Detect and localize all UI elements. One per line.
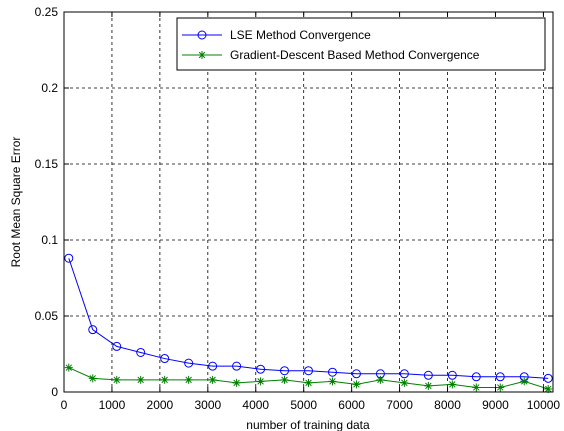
data-point-gradient	[280, 375, 289, 384]
plot-frame	[63, 11, 554, 393]
data-point-gradient	[496, 383, 505, 392]
legend-marker-lse	[197, 30, 207, 40]
plot-area	[64, 12, 553, 392]
data-point-lse	[304, 366, 313, 376]
x-tick-label: 4000	[242, 398, 269, 412]
data-point-gradient	[88, 374, 97, 383]
x-axis-label: number of training data	[246, 418, 370, 431]
data-point-lse	[543, 373, 553, 383]
data-point-gradient	[136, 375, 145, 384]
y-tick-label: 0.2	[41, 81, 58, 95]
x-tick-label: 2000	[147, 398, 174, 412]
axis-ticks: 0 1000 2000 3000 4000 5000 6000 7000 8000 9000 100…	[35, 5, 561, 412]
y-tick-label: 0.1	[41, 233, 58, 247]
data-point-gradient	[328, 377, 337, 386]
data-point-lse	[208, 361, 218, 371]
x-tick-label: 9000	[482, 398, 509, 412]
data-point-lse	[88, 325, 98, 335]
y-tick-label: 0	[51, 385, 58, 399]
data-point-lse	[160, 354, 170, 364]
data-point-gradient	[424, 381, 433, 390]
data-point-gradient	[352, 380, 361, 389]
data-point-lse	[184, 358, 194, 368]
legend-label-lse: LSE Method Convergence	[230, 28, 371, 42]
data-point-lse	[399, 369, 409, 379]
data-point-lse	[256, 364, 266, 374]
data-point-gradient	[544, 384, 553, 393]
x-tick-label: 6000	[338, 398, 365, 412]
x-tick-label: 7000	[386, 398, 413, 412]
legend-star-marker	[198, 51, 206, 59]
data-point-lse	[64, 253, 74, 263]
data-point-lse	[136, 347, 146, 357]
data-point-gradient	[520, 377, 529, 386]
y-tick-label: 0.25	[35, 5, 59, 19]
data-point-lse	[495, 372, 505, 382]
data-point-gradient	[64, 363, 73, 372]
data-point-lse	[280, 366, 290, 376]
data-point-lse	[423, 370, 433, 380]
data-point-lse	[351, 369, 361, 379]
data-point-lse	[471, 372, 481, 382]
x-tick-label: 5000	[290, 398, 317, 412]
data-point-lse	[327, 367, 337, 377]
data-point-gradient	[112, 375, 121, 384]
data-point-gradient	[376, 375, 385, 384]
data-point-gradient	[208, 375, 217, 384]
data-point-gradient	[448, 380, 457, 389]
data-point-lse	[447, 370, 457, 380]
data-point-gradient	[472, 383, 481, 392]
legend-box	[176, 17, 546, 71]
data-point-lse	[232, 361, 242, 371]
x-tick-label: 1000	[99, 398, 126, 412]
y-tick-label: 0.15	[35, 157, 59, 171]
legend-marker-gradient	[198, 51, 206, 59]
x-tick-label: 0	[61, 398, 68, 412]
x-tick-label: 3000	[194, 398, 221, 412]
y-axis-label: Root Mean Square Error	[9, 137, 23, 268]
data-series	[64, 253, 553, 393]
data-point-gradient	[256, 377, 265, 386]
x-tick-label: 8000	[434, 398, 461, 412]
data-point-gradient	[400, 378, 409, 387]
data-point-gradient	[160, 375, 169, 384]
data-point-gradient	[184, 375, 193, 384]
legend-label-gradient: Gradient-Descent Based Method Convergenc…	[230, 48, 480, 62]
legend: LSE Method Convergence Gradient-Descent …	[176, 17, 546, 71]
data-point-gradient	[304, 378, 313, 387]
x-tick-label: 10000	[527, 398, 561, 412]
data-point-lse	[112, 341, 122, 351]
data-point-gradient	[232, 378, 241, 387]
y-tick-label: 0.05	[35, 309, 59, 323]
series-line-lse	[68, 258, 549, 379]
